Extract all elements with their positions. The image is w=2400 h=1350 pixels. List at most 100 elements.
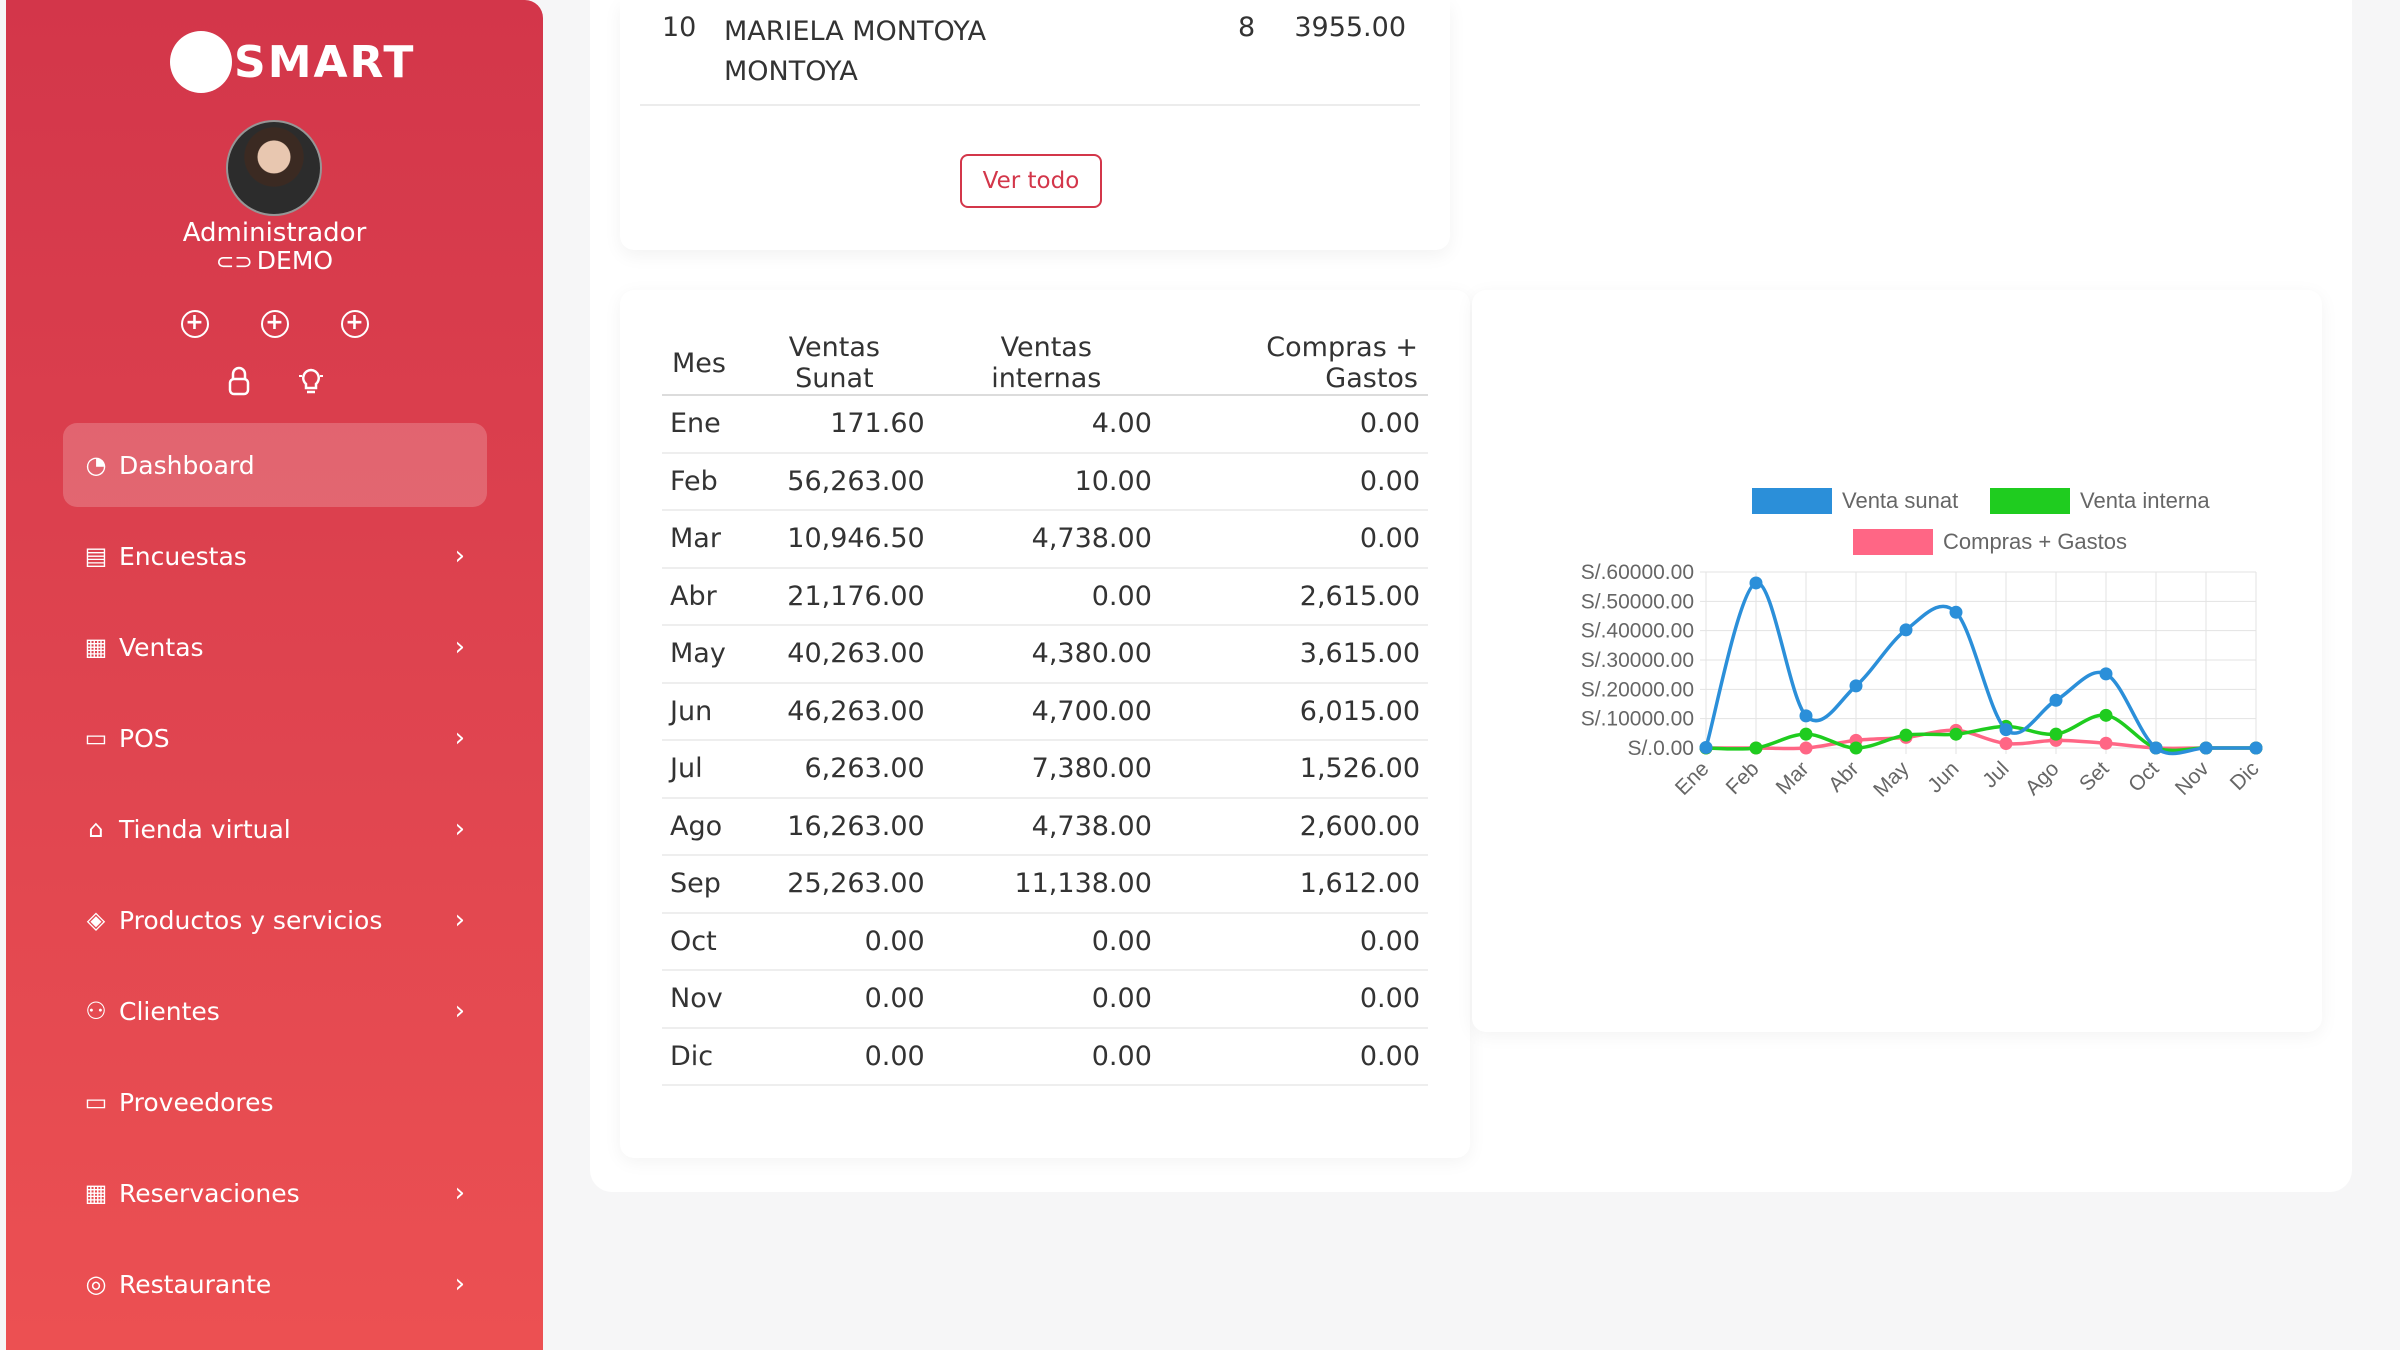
sidebar-item-clientes[interactable]: ⚇ Clientes › (63, 969, 487, 1053)
chevron-right-icon: › (454, 814, 465, 844)
brand-name: SMART (234, 36, 416, 88)
data-point (1849, 741, 1863, 755)
data-point (2199, 741, 2213, 755)
data-point (1799, 709, 1813, 723)
sidebar-item-label: Productos y servicios (119, 905, 383, 935)
calendar-icon: ▦ (84, 1179, 108, 1207)
y-tick-label: S/.30000.00 (1581, 649, 1694, 672)
dish-icon: ◎ (85, 1270, 107, 1298)
amount-cell: 4,738.00 (932, 797, 1160, 856)
sidebar-item-proveedores[interactable]: ▭ Proveedores (63, 1060, 487, 1144)
table-row: Sep 25,263.00 11,138.00 1,612.00 (662, 855, 1428, 914)
sidebar-item-tienda-virtual[interactable]: ⌂ Tienda virtual › (63, 787, 487, 871)
avatar[interactable] (226, 120, 322, 216)
sidebar-item-restaurante[interactable]: ◎ Restaurante › (63, 1242, 487, 1326)
briefcase-icon: ▭ (84, 1088, 108, 1116)
lightbulb-icon[interactable] (297, 366, 325, 394)
table-row: Jul 6,263.00 7,380.00 1,526.00 (662, 740, 1428, 799)
amount-cell: 46,263.00 (735, 682, 933, 741)
amount-cell: 56,263.00 (735, 452, 933, 511)
sidebar-item-label: Dashboard (119, 450, 255, 480)
y-tick-label: S/.40000.00 (1581, 620, 1694, 643)
month-cell: Mar (662, 510, 736, 569)
sidebar-item-productos[interactable]: ◈ Productos y servicios › (63, 878, 487, 962)
chevron-right-icon: › (454, 541, 465, 571)
amount-cell: 171.60 (735, 395, 933, 454)
amount-cell: 4,738.00 (932, 510, 1160, 569)
users-icon: ⚇ (85, 997, 107, 1025)
amount-cell: 0.00 (932, 1027, 1160, 1086)
view-all-button[interactable]: Ver todo (960, 154, 1102, 208)
chevron-right-icon: › (454, 1269, 465, 1299)
table-row: Ene 171.60 4.00 0.00 (662, 395, 1428, 454)
data-point (1799, 741, 1813, 755)
month-cell: Jul (662, 740, 736, 799)
amount-cell: 25,263.00 (735, 855, 933, 914)
amount-cell: 11,138.00 (932, 855, 1160, 914)
amount-cell: 0.00 (1159, 1027, 1428, 1086)
data-point (1749, 576, 1763, 590)
month-cell: Feb (662, 452, 736, 511)
org-label[interactable]: ⊂⊃ DEMO (6, 246, 543, 275)
table-row: Feb 56,263.00 10.00 0.00 (662, 452, 1428, 511)
plus-circle-icon[interactable]: + (260, 310, 289, 338)
table-row: 10 MARIELA MONTOYA MONTOYA 8 3955.00 (640, 8, 1420, 106)
sidebar-item-label: Proveedores (119, 1087, 274, 1117)
sidebar-item-ventas[interactable]: ▦ Ventas › (63, 605, 487, 689)
monitor-icon: ▭ (84, 724, 108, 752)
monthly-line-chart: S/.0.00 S/.10000.00 S/.20000.00 S/.30000.00… (1581, 488, 2264, 802)
receipt-icon: ▦ (84, 633, 108, 661)
top-clients-card (620, 0, 1450, 250)
logo-circle-icon (170, 31, 232, 93)
x-tick-label: May (1869, 757, 1914, 802)
data-point (1899, 728, 1913, 742)
sidebar-item-label: Encuestas (119, 541, 247, 571)
table-row: Dic 0.00 0.00 0.00 (662, 1027, 1428, 1086)
month-cell: Dic (662, 1027, 736, 1086)
x-tick-label: Ago (2021, 757, 2064, 800)
column-header: Ventas internas (932, 332, 1160, 396)
amount-cell: 3,615.00 (1159, 625, 1428, 684)
plus-circle-icon[interactable]: + (340, 310, 369, 338)
sidebar-item-label: Reservaciones (119, 1178, 300, 1208)
data-point (2049, 693, 2063, 707)
table-body: Ene 171.60 4.00 0.00 Feb 56,263.00 10.00 0.00 Ma… (662, 395, 1428, 1086)
sidebar-item-reservaciones[interactable]: ▦ Reservaciones › (63, 1151, 487, 1235)
sidebar-item-label: Clientes (119, 996, 220, 1026)
x-tick-label: Ene (1671, 757, 1714, 800)
table-row: Nov 0.00 0.00 0.00 (662, 970, 1428, 1029)
y-tick-label: S/.20000.00 (1581, 678, 1694, 701)
data-point (1699, 740, 1713, 754)
y-tick-label: S/.60000.00 (1581, 561, 1694, 584)
data-point (1799, 727, 1813, 741)
data-point (1999, 737, 2013, 751)
lock-icon[interactable] (225, 366, 253, 396)
data-point (1949, 605, 1963, 619)
plus-circle-icon[interactable]: + (180, 310, 209, 338)
chevron-right-icon: › (454, 1178, 465, 1208)
count-cell: 8 (1238, 12, 1256, 43)
series-line (1705, 713, 2256, 753)
client-name-cell: MARIELA MONTOYA MONTOYA (724, 16, 987, 87)
sidebar-item-pos[interactable]: ▭ POS › (63, 696, 487, 780)
legend-label: Compras + Gastos (1943, 529, 2127, 554)
amount-cell: 0.00 (1159, 452, 1428, 511)
amount-cell: 4.00 (932, 395, 1160, 454)
brand-logo[interactable]: SMART (170, 30, 415, 94)
amount-cell: 21,176.00 (735, 567, 933, 626)
x-tick-label: Feb (1722, 757, 1764, 799)
month-cell: Jun (662, 682, 736, 741)
month-cell: Ago (662, 797, 736, 856)
amount-cell: 0.00 (735, 970, 933, 1029)
gauge-icon: ◔ (85, 451, 107, 479)
column-header: Mes (662, 332, 736, 396)
sidebar-item-encuestas[interactable]: ▤ Encuestas › (63, 514, 487, 598)
table-header-row: Mes Ventas Sunat Ventas internas Compras… (662, 332, 1428, 396)
x-tick-label: Set (2075, 757, 2114, 796)
sidebar: SMART Administrador ⊂⊃ DEMO + + + ◔ Dashb… (6, 0, 543, 1350)
quick-actions-secondary (6, 366, 543, 396)
sidebar-item-dashboard[interactable]: ◔ Dashboard (63, 423, 487, 507)
amount-cell: 40,263.00 (735, 625, 933, 684)
store-icon: ⌂ (88, 815, 104, 843)
legend-swatch (1990, 488, 2070, 514)
